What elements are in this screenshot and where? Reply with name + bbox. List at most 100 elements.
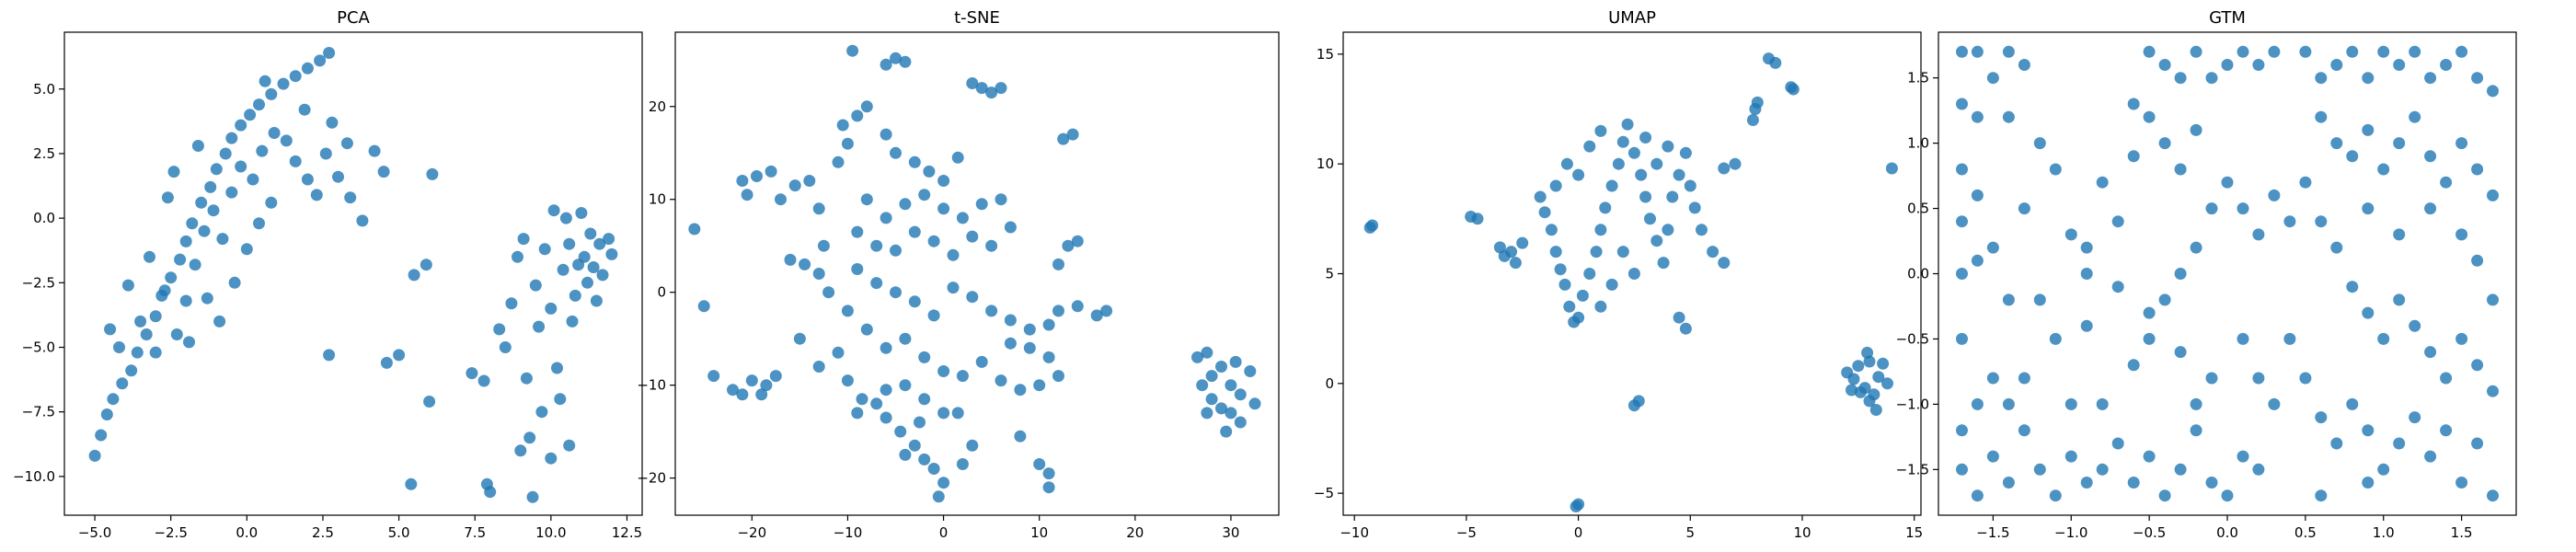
umap-point <box>1662 224 1674 236</box>
t-sne-point <box>851 109 864 122</box>
t-sne-point <box>890 244 902 257</box>
pca-point <box>505 297 518 310</box>
gtm-point <box>2315 215 2328 228</box>
t-sne-point <box>1057 132 1070 145</box>
pca-x-tick-label: −5.0 <box>78 524 111 541</box>
gtm-x-tick-label: −1.0 <box>2054 524 2087 541</box>
gtm-point <box>2299 372 2312 385</box>
gtm-point <box>2471 437 2484 450</box>
t-sne-point <box>951 151 964 164</box>
umap-point <box>1729 157 1742 170</box>
umap-point <box>1505 246 1518 259</box>
gtm-point <box>1956 424 1968 437</box>
pca-point <box>319 147 332 160</box>
umap-point <box>1545 224 1558 236</box>
gtm-point <box>1956 215 1968 228</box>
t-sne-point <box>908 295 921 308</box>
gtm-point <box>2330 137 2343 150</box>
umap-point <box>1549 246 1562 259</box>
pca-point <box>323 349 336 362</box>
umap-point <box>1863 395 1876 408</box>
t-sne-point <box>1004 337 1017 350</box>
t-sne-point <box>836 119 849 132</box>
t-sne-point <box>1225 407 1237 420</box>
pca-point <box>158 284 171 297</box>
pca-point <box>225 186 238 199</box>
pca-point <box>179 235 192 247</box>
t-sne-point <box>1090 309 1103 322</box>
gtm-point <box>2283 332 2296 345</box>
t-sne-point <box>860 193 873 206</box>
umap-point <box>1621 118 1634 131</box>
pca-point <box>107 393 120 406</box>
pca-point <box>216 233 229 246</box>
umap-point <box>1881 377 1893 390</box>
t-sne-point <box>775 193 787 206</box>
gtm-point <box>2424 450 2437 463</box>
umap-point <box>1516 236 1529 249</box>
gtm-point <box>2362 123 2375 136</box>
umap-point <box>1718 257 1731 270</box>
umap-point <box>1666 190 1679 203</box>
pca-point <box>314 54 327 67</box>
gtm-point <box>2174 268 2187 280</box>
gtm-point <box>2096 463 2109 476</box>
pca-point <box>174 253 187 266</box>
gtm-y-tick-label: 0.0 <box>1907 266 1929 282</box>
gtm-point <box>1956 45 1968 58</box>
t-sne-point <box>956 212 969 224</box>
gtm-point <box>2409 411 2421 424</box>
gtm-point <box>2064 397 2077 410</box>
t-sne-point <box>751 170 763 182</box>
t-sne-point <box>1042 481 1055 494</box>
t-sne-point <box>760 379 773 392</box>
gtm-point <box>2440 372 2453 385</box>
t-sne-point <box>880 411 892 424</box>
pca-point <box>301 173 314 186</box>
pca-point <box>195 196 208 209</box>
gtm-point <box>2424 150 2437 163</box>
pca-x-tick-label: −2.5 <box>154 524 187 541</box>
t-sne-point <box>812 202 825 215</box>
gtm-point <box>2487 189 2499 201</box>
t-sne-point <box>937 365 950 377</box>
t-sne-point <box>918 453 931 466</box>
umap-point <box>1751 96 1764 109</box>
pca-point <box>210 163 223 176</box>
pca-point <box>584 227 597 240</box>
gtm-point <box>2455 477 2468 489</box>
gtm-y-tick-label: −1.5 <box>1896 461 1929 477</box>
t-sne-point <box>870 277 883 290</box>
gtm-point <box>2362 306 2375 319</box>
gtm-point <box>2033 463 2046 476</box>
pca-point <box>523 431 536 444</box>
pca-point <box>259 75 271 87</box>
gtm-point <box>2487 385 2499 397</box>
t-sne-point <box>1071 235 1084 247</box>
gtm-point <box>2393 137 2406 150</box>
t-sne-point <box>918 351 931 363</box>
t-sne-point <box>937 407 950 420</box>
umap-y-tick-label: 0 <box>1325 375 1334 392</box>
umap-point <box>1639 132 1652 144</box>
gtm-point <box>2174 72 2187 85</box>
t-sne-point <box>927 309 940 322</box>
pca-point <box>368 144 381 157</box>
t-sne-title: t-SNE <box>954 8 1000 28</box>
pca-point <box>125 364 138 377</box>
gtm-point <box>2033 137 2046 150</box>
t-sne-point <box>707 370 720 383</box>
t-sne-point <box>803 175 816 187</box>
t-sne-point <box>899 379 912 392</box>
gtm-point <box>2471 163 2484 176</box>
t-sne-point <box>727 384 739 397</box>
gtm-point <box>2111 437 2124 450</box>
t-sne-point <box>890 146 902 159</box>
t-sne-point <box>1215 361 1227 373</box>
t-sne-point <box>880 384 892 397</box>
t-sne-point <box>1004 221 1017 234</box>
t-sne-point <box>1220 425 1233 438</box>
gtm-point <box>2080 268 2093 280</box>
t-sne-point <box>947 282 960 294</box>
gtm-point <box>2268 189 2281 201</box>
